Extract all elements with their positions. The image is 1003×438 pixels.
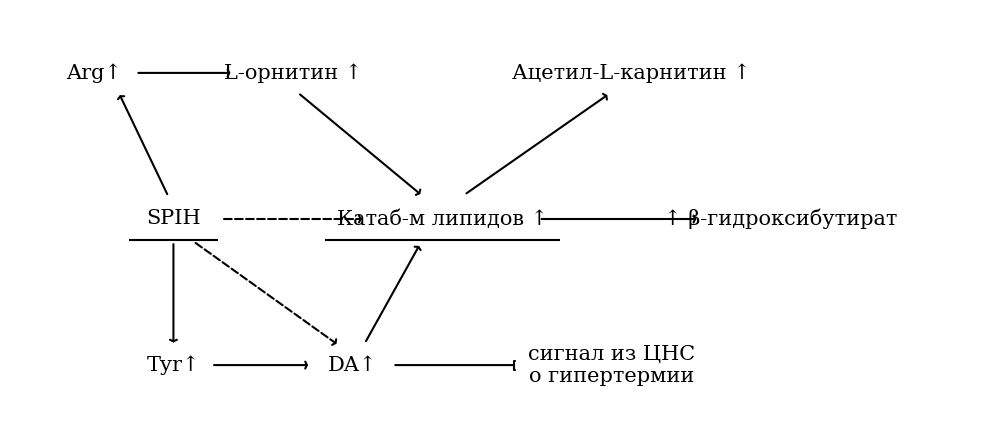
Text: Ацетил-L-карнитин ↑: Ацетил-L-карнитин ↑ — [512, 63, 750, 83]
Text: Катаб-м липидов ↑: Катаб-м липидов ↑ — [336, 209, 548, 229]
Text: ↑ β-гидроксибутират: ↑ β-гидроксибутират — [663, 209, 897, 229]
Text: SPIH: SPIH — [146, 209, 201, 229]
Text: DA↑: DA↑ — [328, 356, 377, 374]
Text: L-орнитин ↑: L-орнитин ↑ — [224, 63, 362, 83]
Text: Arg↑: Arg↑ — [66, 63, 121, 83]
Text: Tyr↑: Tyr↑ — [146, 355, 200, 375]
Text: сигнал из ЦНС
о гипертермии: сигнал из ЦНС о гипертермии — [528, 345, 694, 385]
